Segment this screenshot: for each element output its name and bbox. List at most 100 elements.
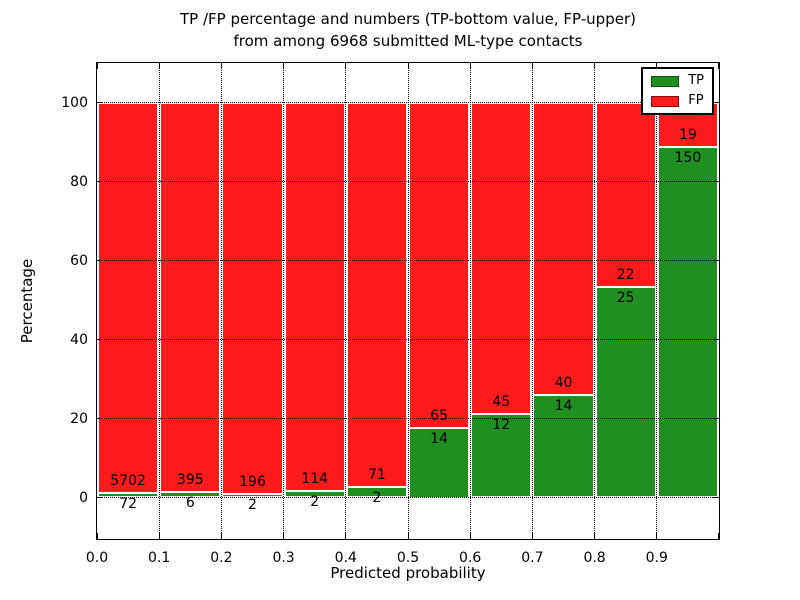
bar-segment-tp [160,491,221,498]
tick-mark-right [713,339,719,340]
gridline-vertical [469,63,471,539]
bar-segment-tp [284,490,345,498]
tick-mark-bottom [407,533,409,539]
tick-mark-bottom [656,533,658,539]
bar-label-tp: 2 [248,496,257,513]
bar-segment-fp [284,102,345,491]
bar-label-tp: 12 [492,417,511,434]
tick-mark-bottom [594,533,596,539]
bar-label-fp: 395 [176,471,204,488]
gridline-vertical [220,63,222,539]
tick-mark-top [345,63,347,69]
tick-mark-bottom [718,533,719,539]
tick-mark-bottom [345,533,347,539]
tick-mark-bottom [469,533,471,539]
y-axis-label: Percentage [18,258,36,344]
legend-swatch-tp-icon [651,75,680,87]
bar-segment-tp [533,395,594,498]
bar-label-fp: 19 [678,126,697,143]
x-tick-label: 0.9 [645,550,668,566]
tick-mark-top [469,63,471,69]
x-tick-label: 0.4 [334,550,357,566]
tick-mark-right [713,418,719,419]
tick-mark-top [531,63,533,69]
bar-segment-fp [346,102,407,487]
y-tick-label: 100 [61,94,88,111]
tick-mark-bottom [97,533,98,539]
bar-segment-tp [657,146,718,498]
bar-label-tp: 2 [372,489,382,506]
bar-segment-tp [595,287,656,498]
x-tick-label: 0.7 [521,550,544,566]
plot-area: TP FP 5702 72 395 6 196 2 114 2 71 2 65 14 45 12 40 14 2… [96,62,720,540]
gridline-vertical [531,63,533,539]
y-tick-label: 60 [70,252,88,269]
bar-label-tp: 14 [430,430,448,447]
bar-segment-tp [98,492,159,498]
y-tick-label: 20 [70,410,88,427]
tick-mark-right [713,497,719,498]
tick-mark-top [407,63,409,69]
tick-mark-right [713,260,719,261]
x-tick-label: 0.0 [85,550,109,566]
gridline-vertical [594,63,596,539]
gridline-vertical [158,63,160,539]
bar-label-tp: 14 [554,398,573,415]
legend: TP FP [641,67,714,115]
bar-label-fp: 40 [554,375,573,392]
legend-item-fp: FP [651,94,704,108]
bar-label-tp: 25 [616,290,635,307]
bar-segment-fp [98,102,159,493]
bar-label-fp: 71 [367,466,386,483]
bar-segment-fp [160,102,221,492]
bar-label-fp: 45 [492,394,511,411]
tick-mark-top [158,63,160,69]
tick-mark-top [220,63,222,69]
bar-label-fp: 65 [430,407,448,424]
bar-segment-fp [533,102,594,396]
tick-mark-left [97,181,103,182]
tick-mark-top [718,63,719,69]
bar-label-tp: 6 [185,494,195,511]
x-tick-label: 0.1 [148,550,171,566]
tick-mark-bottom [283,533,285,539]
legend-label-tp: TP [688,73,704,88]
x-tick-label: 0.3 [272,550,295,566]
gridline-vertical [407,63,409,539]
y-tick-label: 40 [70,331,88,348]
gridline-vertical [656,63,658,539]
chart-title-line1: TP /FP percentage and numbers (TP-bottom… [180,10,636,28]
tick-mark-right [713,181,719,182]
bar-label-fp: 22 [616,267,635,284]
tick-mark-top [594,63,596,69]
gridline-vertical [345,63,347,539]
bar-segment-fp [222,102,283,494]
tick-mark-left [97,418,103,419]
bar-segment-tp [346,486,407,498]
tick-mark-bottom [158,533,160,539]
x-tick-label: 0.5 [396,550,420,566]
bar-label-tp: 72 [119,495,138,512]
tick-mark-top [97,63,98,69]
tick-mark-top [656,63,658,69]
tick-mark-left [97,339,103,340]
tick-mark-top [283,63,285,69]
y-tick-label: 80 [70,173,88,190]
bar-segment-tp [409,427,470,498]
bar-label-tp: 150 [674,149,702,166]
tick-mark-left [97,102,103,103]
tick-mark-left [97,497,103,498]
bar-segment-tp [222,493,283,498]
bar-segment-fp [409,102,470,428]
bar-label-fp: 114 [301,470,329,487]
tick-mark-bottom [220,533,222,539]
gridline-vertical [283,63,285,539]
x-tick-label: 0.6 [459,550,482,566]
legend-item-tp: TP [651,74,704,88]
legend-label-fp: FP [688,93,704,108]
chart-title: TP /FP percentage and numbers (TP-bottom… [96,8,720,52]
legend-swatch-fp-icon [651,95,680,107]
chart-title-line2: from among 6968 submitted ML-type contac… [233,32,583,50]
bar-segment-fp [471,102,532,415]
